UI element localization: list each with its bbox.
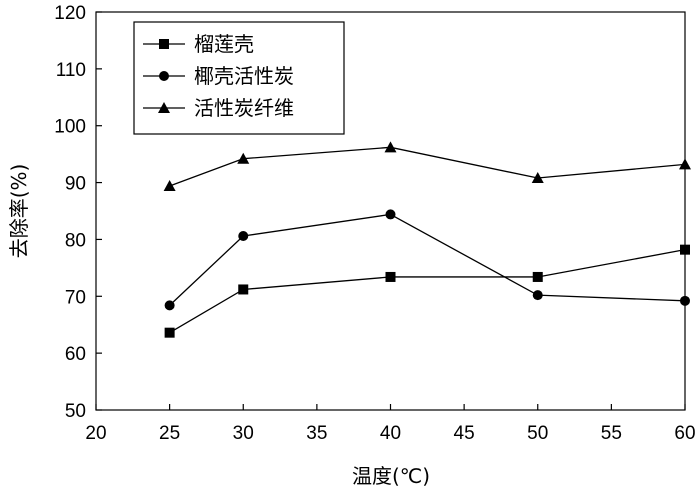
x-tick-label: 30 <box>233 423 254 444</box>
x-tick-label: 55 <box>601 423 622 444</box>
series-circle <box>164 209 690 311</box>
legend-item: 榴莲壳 <box>143 32 254 56</box>
legend-item: 椰壳活性炭 <box>143 64 294 88</box>
data-point-square <box>164 327 175 338</box>
data-point-triangle <box>163 179 176 191</box>
x-tick-label: 60 <box>674 423 695 444</box>
y-tick-label: 70 <box>65 287 86 308</box>
legend-label: 椰壳活性炭 <box>194 64 294 88</box>
data-point-triangle <box>384 141 397 153</box>
x-axis-title: 温度(℃) <box>352 464 430 488</box>
y-tick-label: 100 <box>54 117 86 138</box>
x-axis-ticks: 20 25 30 35 40 45 50 55 60 <box>85 404 696 444</box>
series-layer <box>163 141 691 338</box>
data-point-circle <box>164 300 175 311</box>
y-tick-label: 120 <box>54 3 86 24</box>
data-point-circle <box>680 295 690 306</box>
x-tick-label: 35 <box>306 423 327 444</box>
data-point-square <box>680 244 690 255</box>
data-point-circle <box>385 209 396 220</box>
x-tick-label: 50 <box>527 423 548 444</box>
series-triangle <box>163 141 691 191</box>
y-axis-title: 去除率(%) <box>7 164 31 259</box>
data-point-circle <box>159 71 169 81</box>
data-point-square <box>238 284 249 295</box>
data-point-square <box>532 271 543 282</box>
data-point-circle <box>532 290 543 301</box>
legend-label: 活性炭纤维 <box>194 96 294 120</box>
legend-item: 活性炭纤维 <box>143 96 294 120</box>
data-point-circle <box>238 231 249 242</box>
legend-label: 榴莲壳 <box>194 32 254 56</box>
y-tick-label: 80 <box>65 230 86 251</box>
data-point-triangle <box>531 172 544 184</box>
x-tick-label: 45 <box>454 423 475 444</box>
y-tick-label: 90 <box>65 174 86 195</box>
y-axis-ticks: 50 60 70 80 90 100 110 120 <box>54 3 102 422</box>
x-tick-label: 25 <box>159 423 180 444</box>
y-tick-label: 50 <box>65 401 86 422</box>
y-tick-label: 110 <box>56 60 86 81</box>
data-point-triangle <box>158 102 170 113</box>
data-point-square <box>385 271 396 282</box>
data-point-square <box>159 39 169 49</box>
series-square <box>164 244 690 338</box>
x-tick-label: 40 <box>380 423 401 444</box>
x-tick-label: 20 <box>85 423 106 444</box>
data-point-triangle <box>237 152 250 164</box>
data-point-triangle <box>679 158 691 170</box>
y-tick-label: 60 <box>65 344 86 365</box>
